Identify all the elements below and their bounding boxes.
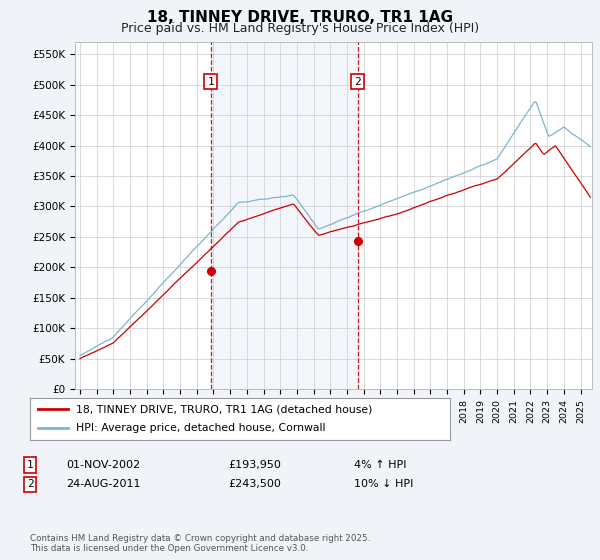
Text: 1: 1	[26, 460, 34, 470]
Bar	[211, 42, 358, 389]
Text: Contains HM Land Registry data © Crown copyright and database right 2025.
This d: Contains HM Land Registry data © Crown c…	[30, 534, 370, 553]
Text: 10% ↓ HPI: 10% ↓ HPI	[354, 479, 413, 489]
Text: 01-NOV-2002: 01-NOV-2002	[66, 460, 140, 470]
Text: 2: 2	[354, 77, 361, 87]
Text: 2: 2	[26, 479, 34, 489]
Text: 18, TINNEY DRIVE, TRURO, TR1 1AG: 18, TINNEY DRIVE, TRURO, TR1 1AG	[147, 10, 453, 25]
Text: HPI: Average price, detached house, Cornwall: HPI: Average price, detached house, Corn…	[76, 423, 326, 433]
Text: Price paid vs. HM Land Registry's House Price Index (HPI): Price paid vs. HM Land Registry's House …	[121, 22, 479, 35]
Text: 18, TINNEY DRIVE, TRURO, TR1 1AG (detached house): 18, TINNEY DRIVE, TRURO, TR1 1AG (detach…	[76, 404, 373, 414]
Text: £243,500: £243,500	[228, 479, 281, 489]
Text: £193,950: £193,950	[228, 460, 281, 470]
Text: 1: 1	[207, 77, 214, 87]
Text: 4% ↑ HPI: 4% ↑ HPI	[354, 460, 407, 470]
Text: 24-AUG-2011: 24-AUG-2011	[66, 479, 140, 489]
